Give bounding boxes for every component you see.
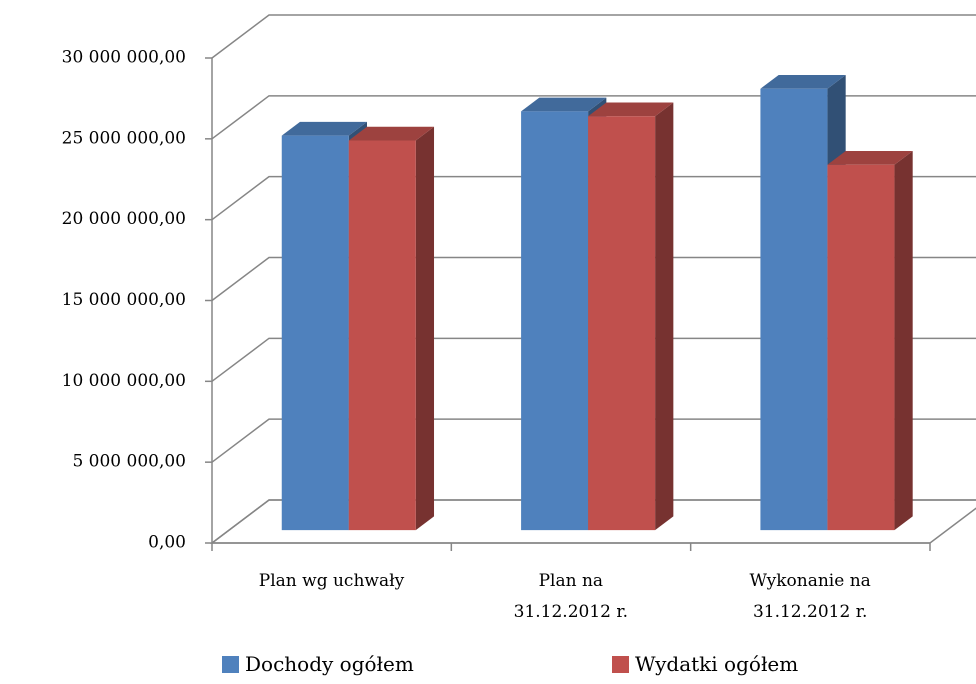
bar-front xyxy=(760,88,828,531)
bar-front xyxy=(588,116,656,531)
x-tick-label: Plan wg uchwały xyxy=(258,571,405,591)
bar-top xyxy=(827,150,913,165)
grid-line xyxy=(211,14,976,59)
legend-item: Wydatki ogółem xyxy=(612,652,798,676)
y-tick-label: 25 000 000,00 xyxy=(62,128,186,148)
x-tick-label: Wykonanie na 31.12.2012 r. xyxy=(749,571,871,622)
legend-label: Dochody ogółem xyxy=(245,652,414,676)
legend: Dochody ogółem Wydatki ogółem xyxy=(0,652,976,684)
legend-item: Dochody ogółem xyxy=(222,652,414,676)
y-tick-label: 20 000 000,00 xyxy=(62,209,186,229)
legend-label: Wydatki ogółem xyxy=(635,652,799,676)
y-tick-label: 0,00 xyxy=(148,533,186,553)
y-tick-label: 5 000 000,00 xyxy=(72,452,186,472)
bar-top xyxy=(521,97,607,112)
bar-top xyxy=(588,102,674,117)
y-tick-label: 15 000 000,00 xyxy=(62,290,186,310)
bar xyxy=(827,150,913,531)
legend-swatch xyxy=(222,655,239,673)
bar-side xyxy=(894,150,913,531)
bar-front xyxy=(521,111,589,531)
bar xyxy=(588,102,674,531)
bar-top xyxy=(760,74,846,89)
bar-front xyxy=(827,164,895,531)
y-tick-label: 10 000 000,00 xyxy=(62,371,186,391)
bar xyxy=(348,126,435,531)
x-tick-label: Plan na 31.12.2012 r. xyxy=(513,571,629,622)
bar-top xyxy=(281,121,368,136)
y-tick-label: 30 000 000,00 xyxy=(62,48,186,68)
bar-side xyxy=(655,102,674,531)
legend-swatch xyxy=(612,655,629,673)
bar-top xyxy=(348,126,435,141)
bar-front xyxy=(281,135,349,531)
bar-front xyxy=(348,140,416,531)
bar-side xyxy=(415,126,435,531)
